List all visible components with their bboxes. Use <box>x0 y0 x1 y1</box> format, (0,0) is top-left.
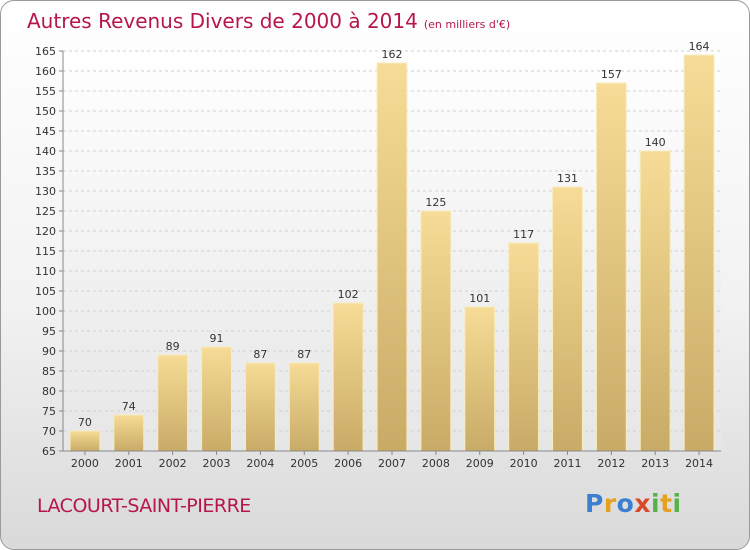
bar <box>201 346 232 452</box>
bar-value-label: 91 <box>210 332 224 345</box>
bar <box>376 62 408 452</box>
bar <box>420 210 452 452</box>
y-tick-label: 75 <box>42 405 56 418</box>
bar <box>464 306 496 452</box>
x-tick-label: 2011 <box>553 457 581 470</box>
bar-value-label: 70 <box>78 416 92 429</box>
x-tick-label: 2007 <box>378 457 406 470</box>
bar-value-label: 87 <box>253 348 267 361</box>
bar-value-label: 157 <box>601 68 622 81</box>
bar <box>332 302 364 452</box>
bar <box>508 242 540 452</box>
proxiti-logo: Proxiti <box>585 489 682 518</box>
y-tick-label: 105 <box>35 285 56 298</box>
y-tick-label: 160 <box>35 65 56 78</box>
x-tick-label: 2002 <box>159 457 187 470</box>
bar <box>288 362 320 452</box>
bar <box>683 54 715 452</box>
chart-title: Autres Revenus Divers de 2000 à 2014 (en … <box>27 9 511 33</box>
x-tick-label: 2000 <box>71 457 99 470</box>
bar <box>244 362 276 452</box>
x-tick-label: 2001 <box>115 457 143 470</box>
x-tick-label: 2003 <box>203 457 231 470</box>
y-tick-label: 145 <box>35 125 56 138</box>
bar-value-label: 131 <box>557 172 578 185</box>
x-tick-label: 2006 <box>334 457 362 470</box>
y-tick-label: 115 <box>35 245 56 258</box>
y-tick-label: 85 <box>42 365 56 378</box>
bar-value-label: 117 <box>513 228 534 241</box>
y-tick-label: 95 <box>42 325 56 338</box>
bar-value-label: 162 <box>382 48 403 61</box>
y-tick-label: 130 <box>35 185 56 198</box>
y-tick-label: 140 <box>35 145 56 158</box>
x-tick-label: 2009 <box>466 457 494 470</box>
x-tick-label: 2004 <box>246 457 274 470</box>
bar <box>113 414 145 452</box>
x-tick-label: 2010 <box>510 457 538 470</box>
x-tick-label: 2005 <box>290 457 318 470</box>
bar <box>595 82 627 452</box>
bar <box>69 430 101 452</box>
bar-value-label: 125 <box>425 196 446 209</box>
y-tick-label: 120 <box>35 225 56 238</box>
y-tick-label: 125 <box>35 205 56 218</box>
bar <box>157 354 189 452</box>
bar-value-label: 102 <box>338 288 359 301</box>
bar-value-label: 101 <box>469 292 490 305</box>
place-name: LACOURT-SAINT-PIERRE <box>37 495 251 517</box>
bar-value-label: 74 <box>122 400 136 413</box>
y-tick-label: 80 <box>42 385 56 398</box>
y-tick-label: 70 <box>42 425 56 438</box>
bar <box>639 150 671 452</box>
y-tick-label: 65 <box>42 445 56 458</box>
y-tick-label: 110 <box>35 265 56 278</box>
x-tick-label: 2008 <box>422 457 450 470</box>
y-tick-label: 90 <box>42 345 56 358</box>
y-tick-label: 135 <box>35 165 56 178</box>
y-tick-label: 150 <box>35 105 56 118</box>
bar-value-label: 164 <box>689 40 710 53</box>
x-tick-label: 2012 <box>597 457 625 470</box>
bar <box>552 186 583 452</box>
y-tick-label: 100 <box>35 305 56 318</box>
y-tick-label: 155 <box>35 85 56 98</box>
y-tick-label: 165 <box>35 45 56 58</box>
bar-value-label: 89 <box>166 340 180 353</box>
x-tick-label: 2014 <box>685 457 713 470</box>
bar-value-label: 140 <box>645 136 666 149</box>
x-tick-label: 2013 <box>641 457 669 470</box>
bar-value-label: 87 <box>297 348 311 361</box>
chart-unit: (en milliers d'€) <box>423 18 511 31</box>
